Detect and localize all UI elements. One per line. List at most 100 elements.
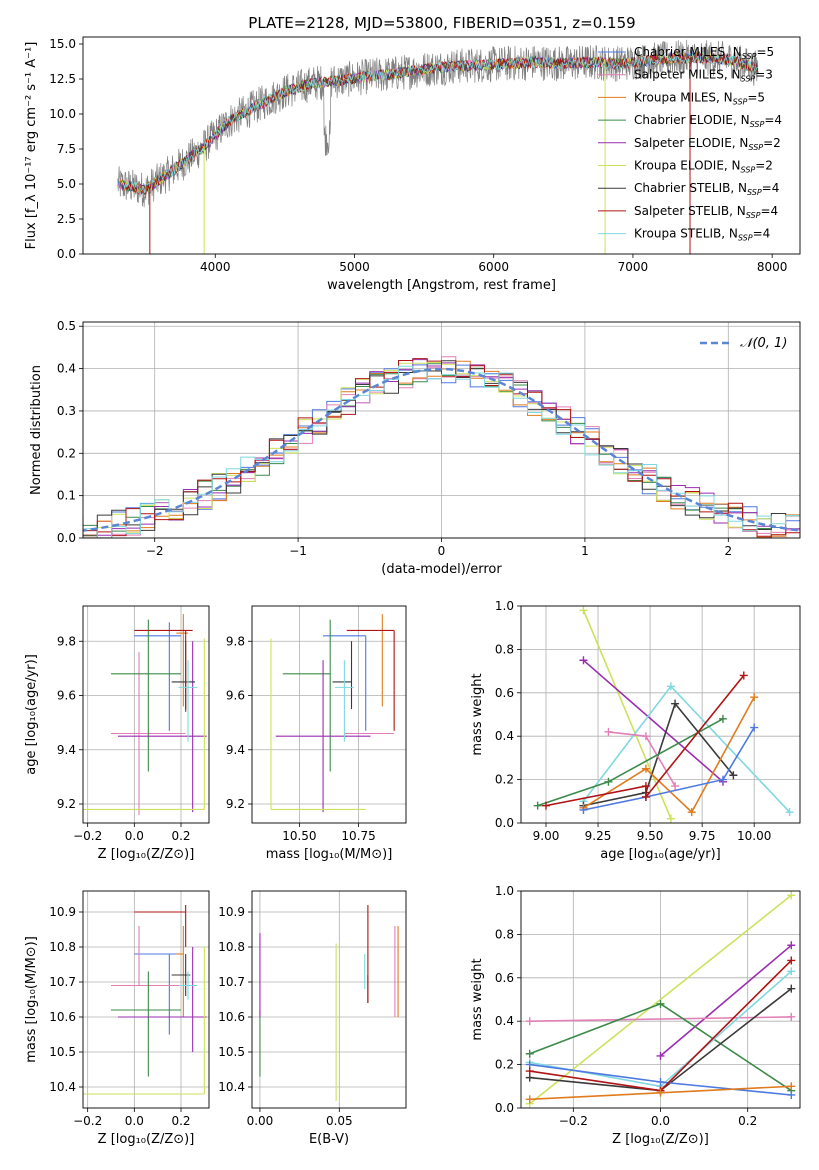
y-tick-label: 0.1	[57, 489, 76, 503]
y-tick-label: 9.4	[57, 743, 76, 757]
x-tick-label: 2	[724, 544, 732, 558]
y-tick-label: 0.2	[57, 446, 76, 460]
x-tick-label: 0.2	[171, 829, 190, 843]
x-tick-label: −0.2	[73, 829, 102, 843]
x-tick-label: 9.50	[637, 829, 664, 843]
weight-vs-age-panel: 9.00 9.25 9.50 9.75 10.00 0.0 0.2 0.4 0.6 0.8 1.0 a…	[470, 599, 801, 862]
y-tick-label: 12.5	[49, 72, 76, 86]
y-axis-label: mass weight	[470, 673, 485, 755]
y-tick-label: 7.5	[57, 142, 76, 156]
legend-label: Chabrier MILES, NSSP=5	[634, 45, 774, 61]
x-tick-label: −0.2	[73, 1114, 102, 1128]
y-tick-label: 0.4	[57, 362, 76, 376]
x-axis-label: Z [log₁₀(Z/Z⊙)]	[98, 847, 195, 862]
weight-point-marker	[729, 771, 738, 780]
x-tick-label: −2	[146, 544, 164, 558]
x-tick-label: 10.75	[341, 829, 375, 843]
y-tick-label: 0.4	[495, 1014, 514, 1028]
y-tick-label: 15.0	[49, 37, 76, 51]
y-tick-label: 10.4	[218, 1080, 245, 1094]
x-axis-label: age [log₁₀(age/yr)]	[600, 847, 721, 862]
gaussian-curve	[83, 367, 800, 532]
grid-lines	[252, 606, 406, 823]
y-tick-label: 10.4	[49, 1080, 76, 1094]
weight-point-marker	[656, 1077, 665, 1086]
model-spectrum	[123, 52, 759, 194]
axes-frame	[251, 605, 407, 824]
plot-area	[525, 891, 796, 1108]
weight-point-marker	[656, 1088, 665, 1097]
x-tick-label: 0.2	[171, 1114, 190, 1128]
weight-point-marker	[525, 1017, 534, 1026]
x-tick-label: 1	[581, 544, 589, 558]
weight-series-line	[582, 609, 672, 820]
weight-series-line	[583, 701, 735, 807]
y-tick-label: 0.2	[495, 1058, 514, 1072]
y-tick-label: 10.6	[218, 1010, 245, 1024]
legend-label: 𝒩(0, 1)	[740, 336, 787, 351]
weight-point-marker	[750, 723, 759, 732]
y-tick-label: 10.6	[49, 1010, 76, 1024]
y-tick-label: 10.5	[218, 1045, 245, 1059]
weight-point-marker	[525, 1049, 534, 1058]
weight-point-marker	[787, 967, 796, 976]
y-tick-label: 10.7	[218, 975, 245, 989]
weight-point-marker	[525, 1067, 534, 1076]
weight-series-line	[583, 696, 755, 814]
axes-frame	[82, 605, 210, 824]
weight-point-marker	[787, 941, 796, 950]
weight-point-marker	[787, 1012, 796, 1021]
model-spectrum	[122, 52, 758, 196]
y-tick-label: 0.4	[495, 729, 514, 743]
mass-vs-metallicity-panel: −0.2 0.0 0.2 10.4 10.5 10.6 10.7 10.8 10.9 Z [log…	[24, 890, 210, 1147]
x-tick-label: 8000	[757, 260, 788, 274]
x-tick-label: −1	[289, 544, 307, 558]
y-tick-label: 10.7	[49, 975, 76, 989]
x-tick-label: 6000	[478, 260, 509, 274]
x-tick-label: 0.00	[247, 1114, 274, 1128]
histogram-series	[83, 358, 800, 538]
weight-series-line	[608, 731, 676, 787]
weight-point-marker	[687, 808, 696, 817]
weight-point-marker	[718, 714, 727, 723]
y-tick-label: 9.8	[57, 634, 76, 648]
weight-series-line	[529, 894, 792, 1105]
legend-label: Chabrier ELODIE, NSSP=4	[634, 113, 782, 129]
y-tick-label: 2.5	[57, 212, 76, 226]
y-tick-label: 0.3	[57, 404, 76, 418]
y-axis-label: age [log₁₀(age/yr)]	[24, 654, 39, 775]
x-tick-label: 9.00	[533, 829, 560, 843]
weight-point-marker	[579, 805, 588, 814]
x-tick-label: 9.75	[689, 829, 716, 843]
age-vs-metallicity-panel: −0.2 0.0 0.2 9.2 9.4 9.6 9.8 Z [log₁₀(Z/Z⊙)] age…	[24, 605, 210, 862]
axes-frame	[520, 890, 801, 1109]
x-tick-label: 0.0	[651, 1114, 670, 1128]
x-axis-label: Z [log₁₀(Z/Z⊙)]	[98, 1132, 195, 1147]
legend-label: Chabrier STELIB, NSSP=4	[634, 181, 779, 197]
grid-lines	[252, 891, 406, 1108]
x-tick-label: 7000	[618, 260, 649, 274]
x-axis-label: mass [log₁₀(M/M⊙)]	[266, 847, 393, 862]
y-tick-label: 5.0	[57, 177, 76, 191]
legend-label: Salpeter STELIB, NSSP=4	[634, 204, 778, 220]
x-tick-label: 0.2	[738, 1114, 757, 1128]
weight-series-line	[537, 718, 724, 807]
legend-label: Salpeter ELODIE, NSSP=2	[634, 136, 781, 152]
y-tick-label: 10.5	[49, 1045, 76, 1059]
grid-lines	[83, 606, 209, 823]
y-tick-label: 0.0	[57, 531, 76, 545]
y-tick-label: 9.4	[226, 743, 245, 757]
weight-point-marker	[579, 606, 588, 615]
y-tick-label: 0.0	[57, 247, 76, 261]
y-axis-label: Flux [f_λ 10⁻¹⁷ erg cm⁻² s⁻¹ A⁻¹]	[24, 42, 39, 250]
y-tick-label: 10.8	[218, 940, 245, 954]
weight-point-marker	[787, 956, 796, 965]
x-tick-label: 0.0	[125, 1114, 144, 1128]
plot-area	[83, 905, 207, 1095]
weight-series-line	[582, 659, 724, 783]
y-tick-label: 10.0	[49, 107, 76, 121]
weight-point-marker	[579, 656, 588, 665]
plot-area	[83, 614, 207, 815]
y-tick-label: 0.0	[495, 816, 514, 830]
x-tick-label: 4000	[200, 260, 231, 274]
